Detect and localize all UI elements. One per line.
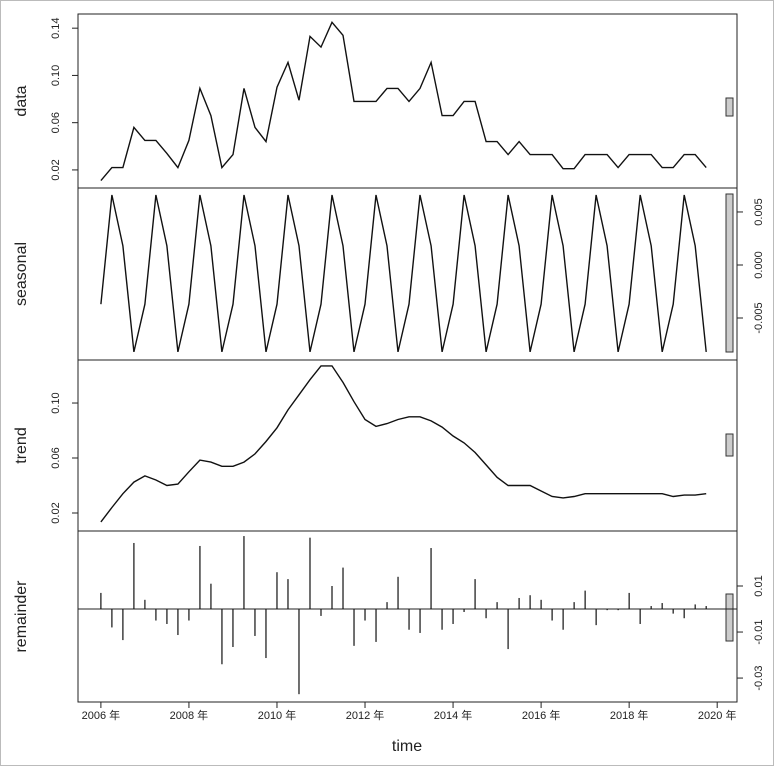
y-tick-label: 0.01	[753, 575, 765, 596]
y-tick-label: 0.000	[753, 251, 765, 279]
panel-frame	[77, 359, 738, 532]
x-tick-label: 2012 年	[346, 708, 385, 722]
x-tick-label: 2010 年	[258, 708, 297, 722]
scale-bar	[725, 433, 734, 457]
x-tick-label: 2014 年	[434, 708, 473, 722]
y-tick-label: 0.10	[50, 392, 62, 413]
y-tick-label: -0.03	[753, 666, 765, 691]
series-line	[100, 20, 707, 182]
y-tick-label: 0.02	[50, 502, 62, 523]
y-axis-label: data	[13, 85, 30, 116]
panel-frame	[77, 530, 738, 703]
x-tick-label: 2008 年	[170, 708, 209, 722]
y-axis-label: remainder	[13, 580, 30, 653]
y-tick-label: 0.005	[753, 198, 765, 226]
series-line	[100, 194, 707, 353]
scale-bar	[725, 193, 734, 353]
y-axis-label: seasonal	[13, 242, 30, 306]
x-tick-label: 2006 年	[82, 708, 121, 722]
y-tick-label: 0.02	[50, 159, 62, 180]
scale-bar	[725, 97, 734, 117]
y-tick-label: 0.06	[50, 447, 62, 468]
y-tick-label: 0.10	[50, 65, 62, 86]
y-tick-label: -0.01	[753, 619, 765, 644]
panel-frame	[77, 13, 738, 189]
y-tick-label: 0.06	[50, 112, 62, 133]
x-axis-label: time	[392, 738, 422, 755]
x-tick-label: 2018 年	[610, 708, 649, 722]
y-tick-label: 0.14	[50, 17, 62, 38]
series-line	[100, 365, 707, 523]
x-tick-label: 2020 年	[698, 708, 737, 722]
y-axis-label: trend	[13, 427, 30, 463]
x-tick-label: 2016 年	[522, 708, 561, 722]
scale-bar	[725, 593, 734, 642]
y-tick-label: -0.005	[753, 302, 765, 333]
